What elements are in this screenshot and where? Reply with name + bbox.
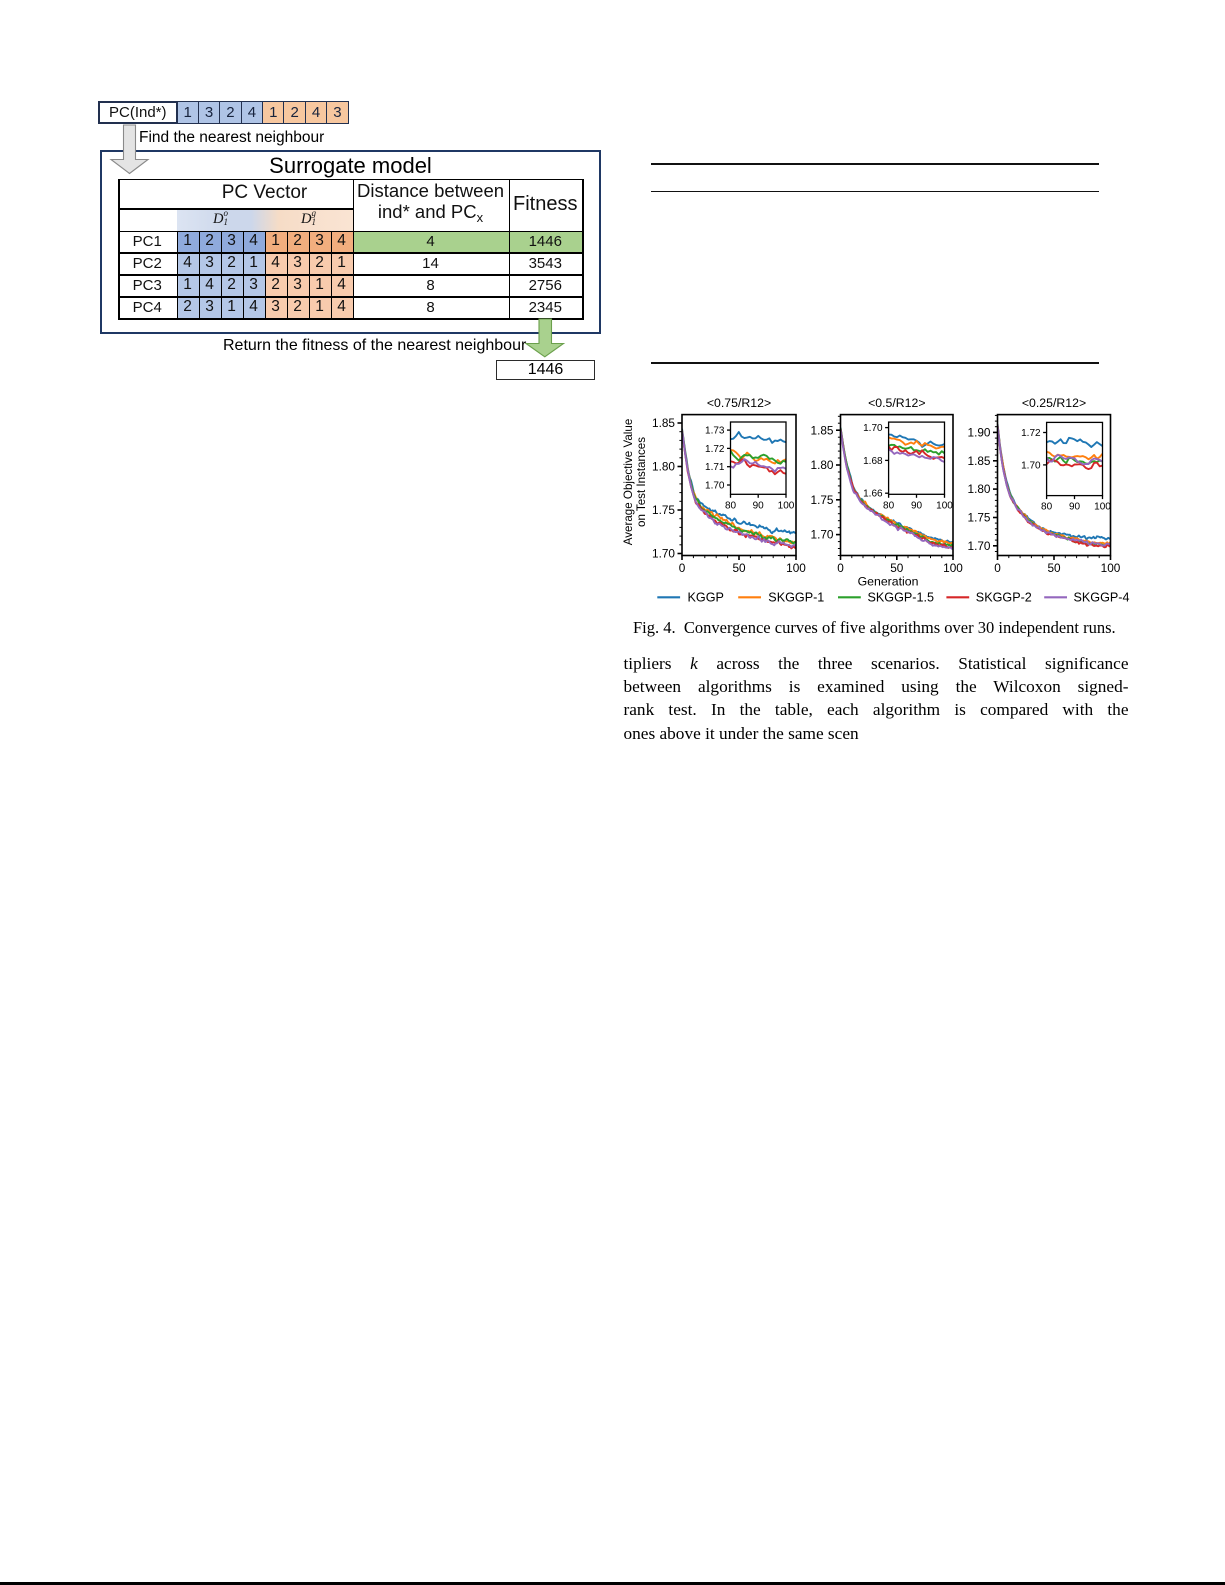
svg-text:100: 100: [1101, 561, 1121, 575]
svg-text:1.70: 1.70: [863, 423, 883, 434]
svg-text:on Test Instances: on Test Instances: [635, 437, 648, 527]
svg-text:100: 100: [943, 561, 963, 575]
svg-text:0: 0: [679, 561, 686, 575]
svg-text:0: 0: [994, 561, 1001, 575]
svg-text:SKGGP-4: SKGGP-4: [1074, 591, 1130, 605]
svg-text:1.71: 1.71: [705, 462, 725, 473]
svg-text:1.80: 1.80: [968, 482, 991, 496]
svg-text:80: 80: [1041, 502, 1053, 513]
svg-text:100: 100: [1094, 502, 1111, 513]
svg-text:SKGGP-1.5: SKGGP-1.5: [868, 591, 935, 605]
svg-text:0: 0: [837, 561, 844, 575]
svg-text:90: 90: [753, 500, 765, 511]
svg-text:1.85: 1.85: [652, 416, 675, 430]
svg-text:1.85: 1.85: [968, 454, 991, 468]
svg-text:1.72: 1.72: [705, 444, 725, 455]
svg-text:1.70: 1.70: [968, 539, 991, 553]
svg-text:1.80: 1.80: [652, 460, 675, 474]
svg-text:1.70: 1.70: [652, 547, 675, 561]
svg-text:Generation: Generation: [858, 575, 919, 589]
svg-text:90: 90: [911, 500, 923, 511]
svg-text:100: 100: [778, 500, 795, 511]
svg-text:1.80: 1.80: [811, 458, 834, 472]
svg-text:KGGP: KGGP: [688, 591, 724, 605]
svg-text:1.73: 1.73: [705, 426, 725, 437]
svg-text:90: 90: [1069, 502, 1081, 513]
svg-text:Average Objective Value: Average Objective Value: [622, 419, 635, 546]
svg-text:1.70: 1.70: [811, 528, 834, 542]
svg-text:80: 80: [725, 500, 737, 511]
svg-text:100: 100: [786, 561, 806, 575]
svg-text:50: 50: [1047, 561, 1061, 575]
svg-text:80: 80: [883, 500, 895, 511]
svg-text:50: 50: [732, 561, 746, 575]
svg-text:1.90: 1.90: [968, 426, 991, 440]
svg-text:<0.25/R12>: <0.25/R12>: [1022, 396, 1086, 410]
svg-text:1.85: 1.85: [811, 423, 834, 437]
svg-text:SKGGP-2: SKGGP-2: [976, 591, 1032, 605]
svg-text:<0.75/R12>: <0.75/R12>: [707, 396, 771, 410]
svg-text:1.75: 1.75: [968, 511, 991, 525]
svg-text:1.70: 1.70: [1021, 460, 1041, 471]
svg-text:SKGGP-1: SKGGP-1: [768, 591, 824, 605]
svg-text:<0.5/R12>: <0.5/R12>: [868, 396, 925, 410]
svg-text:50: 50: [890, 561, 904, 575]
svg-text:1.68: 1.68: [863, 456, 883, 467]
svg-text:1.75: 1.75: [652, 503, 675, 517]
svg-text:1.66: 1.66: [863, 489, 883, 500]
svg-text:100: 100: [936, 500, 953, 511]
svg-text:1.72: 1.72: [1021, 428, 1041, 439]
svg-text:1.75: 1.75: [811, 493, 834, 507]
svg-text:1.70: 1.70: [705, 481, 725, 492]
